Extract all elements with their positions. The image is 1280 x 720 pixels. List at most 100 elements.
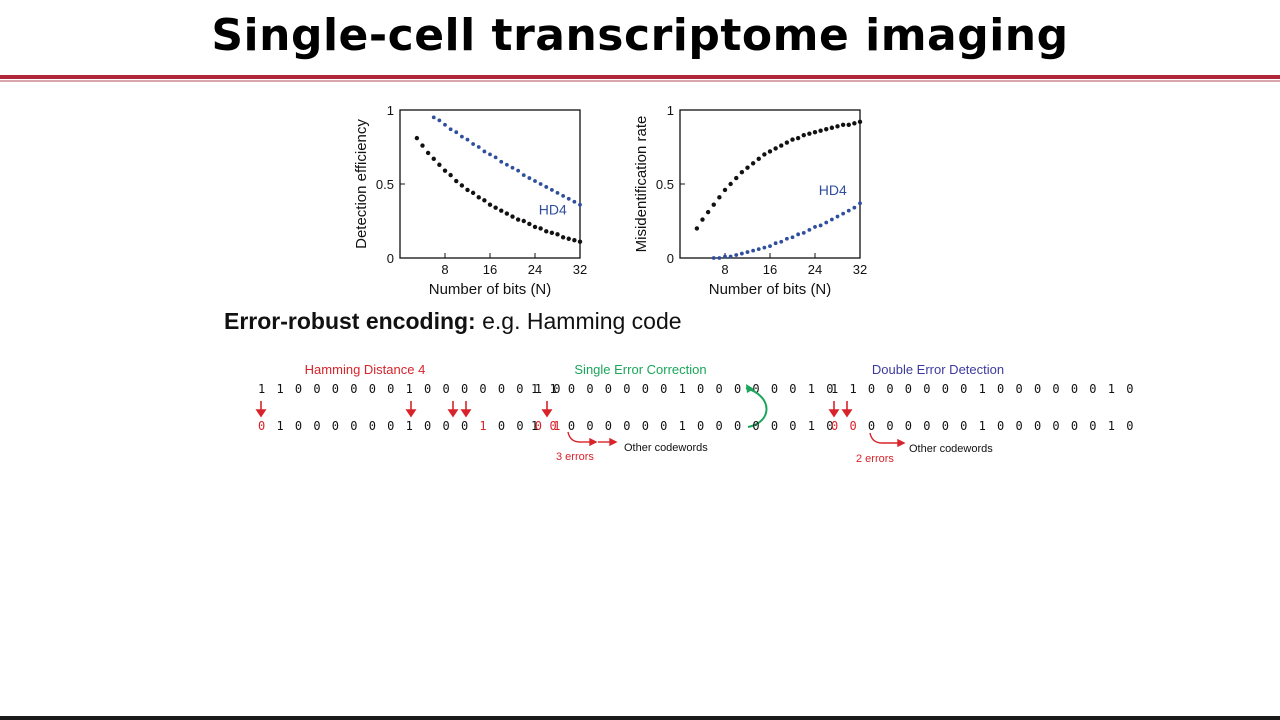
data-point	[852, 121, 857, 126]
codeword-row-2: 0 1 0 0 0 0 0 0 1 0 0 0 1 0 0 0 1	[258, 419, 562, 433]
data-point	[425, 150, 431, 156]
detection-arrows	[828, 401, 906, 448]
series-label: HD4	[539, 202, 567, 218]
panel-title: Hamming Distance 4	[304, 362, 426, 377]
codeword-bits: 0 0 0 0 0 0 1 0 0 0 0 0 0 1 0	[558, 419, 836, 433]
codewords-label: Other codewords	[909, 443, 993, 455]
data-point	[482, 198, 487, 203]
data-point	[829, 217, 834, 222]
error-arrows	[255, 401, 472, 418]
data-point	[739, 169, 745, 175]
panel-title: Double Error Detection	[871, 362, 1005, 377]
errors-label: 2 errors	[856, 453, 894, 465]
data-point	[493, 205, 498, 210]
codeword-row-2: 0 0 0 0 0 0 0 0 1 0 0 0 0 0 0 1 0	[831, 419, 1135, 433]
data-point	[510, 214, 515, 219]
data-point	[577, 239, 583, 244]
data-point	[773, 241, 778, 246]
data-point	[728, 181, 733, 187]
data-point	[544, 185, 549, 189]
data-point	[454, 130, 459, 135]
data-point	[762, 152, 767, 157]
data-point	[431, 156, 436, 162]
correction-arrows	[541, 384, 768, 447]
y-tick-label: 1	[667, 103, 674, 118]
data-point	[858, 201, 862, 206]
data-point	[431, 115, 436, 120]
data-point	[722, 187, 728, 193]
title-divider-shadow	[0, 80, 1280, 82]
data-point	[784, 140, 790, 145]
codeword-row-1: 1 1 0 0 0 0 0 0 1 0 0 0 0 0 0 1 0	[258, 382, 563, 396]
data-point	[756, 156, 761, 162]
data-point	[739, 251, 744, 256]
data-point	[560, 235, 566, 240]
data-point	[561, 193, 566, 198]
data-point	[779, 143, 784, 148]
codeword-bits: 1	[531, 419, 550, 433]
subheading-bold: Error-robust encoding:	[224, 308, 476, 334]
data-point	[835, 124, 840, 129]
data-point	[527, 176, 532, 180]
data-point	[538, 226, 543, 231]
data-point	[768, 244, 772, 249]
data-point	[711, 256, 716, 260]
data-point	[566, 196, 571, 201]
data-point	[572, 238, 577, 243]
data-point	[801, 230, 806, 235]
data-point	[420, 143, 425, 148]
panel-double-error-detection: Double Error Detection 1 1 0 0 0 0 0 0 1…	[828, 362, 1133, 465]
data-point	[459, 183, 465, 188]
data-point	[532, 224, 538, 230]
codeword-bits: 0 0 0 0 0 0 1 0 0 0 0 0 0 1 0	[858, 419, 1136, 433]
data-point	[767, 149, 773, 154]
data-point	[728, 254, 733, 259]
y-tick-label: 0.5	[376, 177, 394, 192]
data-point	[835, 214, 840, 219]
data-point	[756, 247, 761, 252]
data-point	[487, 202, 493, 207]
data-point	[437, 162, 442, 167]
data-point	[476, 195, 481, 200]
data-point	[734, 175, 739, 181]
codeword-row-1: 1 1 0 0 0 0 0 0 1 0 0 0 0 0 0 1 0	[831, 382, 1136, 396]
x-tick-label: 24	[808, 262, 822, 277]
data-point	[549, 230, 555, 236]
data-point	[437, 118, 442, 123]
data-point	[442, 168, 448, 173]
panel-hamming-distance: Hamming Distance 4 1 1 0 0 0 0 0 0 1 0 0…	[255, 362, 560, 462]
data-point	[745, 165, 750, 170]
subheading: Error-robust encoding: e.g. Hamming code	[224, 308, 682, 335]
data-point	[829, 125, 835, 130]
chart-detection-efficiency: 8 16 24 32 0 0.5 1 Number of bits (N) Detection …	[345, 100, 595, 300]
y-tick-label: 0	[667, 251, 674, 266]
data-point	[751, 248, 756, 253]
data-point	[784, 236, 789, 241]
data-point	[454, 178, 459, 184]
codeword-bits: 0 0	[488, 419, 535, 433]
data-point	[762, 245, 767, 250]
data-point	[521, 218, 526, 224]
x-axis-label: Number of bits (N)	[429, 281, 552, 298]
data-point	[790, 235, 795, 240]
data-point	[544, 229, 549, 234]
y-tick-label: 0.5	[656, 177, 674, 192]
data-point	[795, 135, 801, 141]
data-point	[448, 127, 453, 132]
data-point	[566, 236, 571, 241]
data-point	[414, 135, 420, 141]
error-bit: 0	[549, 419, 559, 433]
slide-title: Single-cell transcriptome imaging	[211, 10, 1069, 61]
x-axis-label: Number of bits (N)	[709, 281, 832, 298]
y-axis-label: Misidentification rate	[633, 116, 650, 253]
data-point	[516, 168, 521, 173]
data-point	[443, 122, 447, 127]
error-bit: 0	[258, 419, 268, 433]
data-point	[801, 132, 806, 138]
data-point	[790, 137, 795, 142]
data-point	[465, 137, 470, 142]
data-point	[773, 146, 778, 151]
data-point	[448, 172, 453, 178]
y-tick-label: 0	[387, 251, 394, 266]
